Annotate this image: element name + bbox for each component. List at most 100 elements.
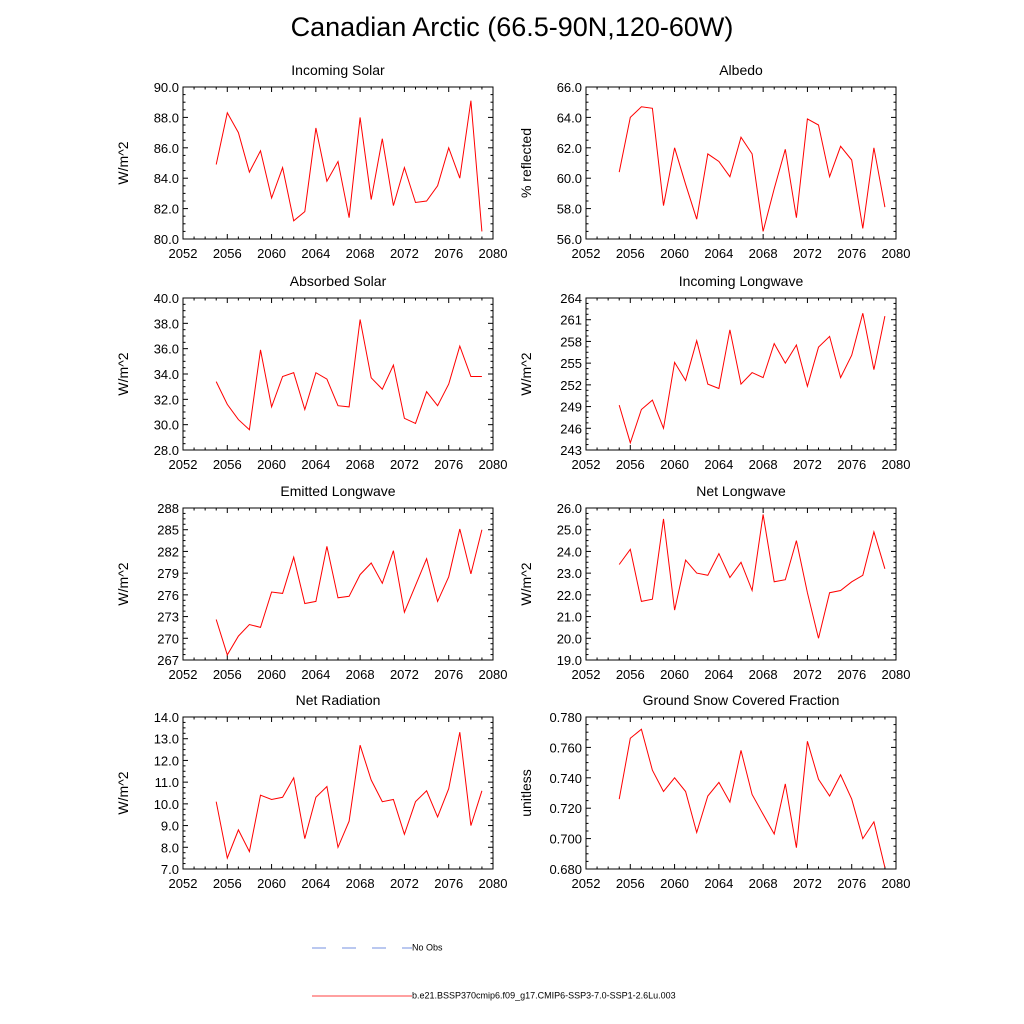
ground-snow-covered-fraction-xtick-label: 2076: [837, 876, 866, 891]
net-radiation-xtick-label: 2080: [479, 876, 508, 891]
absorbed-solar-ytick-label: 32.0: [154, 392, 179, 407]
absorbed-solar-xtick-label: 2068: [346, 457, 375, 472]
albedo-xtick-label: 2080: [882, 246, 911, 261]
incoming-solar-xtick-label: 2068: [346, 246, 375, 261]
net-longwave-series-line: [618, 514, 886, 639]
ground-snow-covered-fraction-ytick-label: 0.680: [549, 862, 582, 877]
emitted-longwave-xtick-label: 2068: [346, 667, 375, 682]
albedo-xtick-label: 2072: [793, 246, 822, 261]
incoming-solar-ylabel: W/m^2: [115, 141, 131, 184]
net-radiation-xtick-label: 2064: [301, 876, 330, 891]
net-radiation-xtick-label: 2060: [257, 876, 286, 891]
absorbed-solar-ytick-label: 34.0: [154, 367, 179, 382]
incoming-longwave-xtick-label: 2056: [616, 457, 645, 472]
incoming-solar-xtick-label: 2060: [257, 246, 286, 261]
albedo-ytick-label: 66.0: [557, 80, 582, 95]
albedo-ytick-label: 60.0: [557, 171, 582, 186]
albedo-plot-frame: [585, 86, 897, 240]
net-longwave-ylabel: W/m^2: [518, 562, 534, 605]
albedo-xtick-label: 2052: [572, 246, 601, 261]
albedo-ytick-label: 58.0: [557, 202, 582, 217]
incoming-longwave-xtick-label: 2052: [572, 457, 601, 472]
net-longwave-xtick-label: 2052: [572, 667, 601, 682]
absorbed-solar-xtick-label: 2064: [301, 457, 330, 472]
albedo-title: Albedo: [719, 62, 763, 78]
incoming-longwave-xtick-label: 2060: [660, 457, 689, 472]
incoming-solar-ytick-label: 86.0: [154, 141, 179, 156]
net-longwave-ytick-label: 20.0: [557, 631, 582, 646]
incoming-solar-xtick-label: 2080: [479, 246, 508, 261]
net-longwave-xtick-label: 2064: [704, 667, 733, 682]
emitted-longwave-xtick-label: 2056: [213, 667, 242, 682]
emitted-longwave-plot-frame: [182, 507, 494, 661]
incoming-longwave-plot-frame: [585, 297, 897, 451]
net-longwave-ytick-label: 19.0: [557, 653, 582, 668]
ground-snow-covered-fraction-ytick-label: 0.760: [549, 740, 582, 755]
net-radiation-title: Net Radiation: [296, 692, 381, 708]
incoming-longwave-ytick-label: 255: [560, 356, 582, 371]
absorbed-solar-plot-frame: [182, 297, 494, 451]
absorbed-solar-xtick-label: 2052: [169, 457, 198, 472]
absorbed-solar-xtick-label: 2056: [213, 457, 242, 472]
absorbed-solar-xtick-label: 2072: [390, 457, 419, 472]
incoming-solar-ytick-label: 82.0: [154, 202, 179, 217]
absorbed-solar-xtick-label: 2076: [434, 457, 463, 472]
emitted-longwave-xtick-label: 2072: [390, 667, 419, 682]
emitted-longwave-xtick-label: 2052: [169, 667, 198, 682]
emitted-longwave-ytick-label: 288: [157, 501, 179, 516]
emitted-longwave-xtick-label: 2080: [479, 667, 508, 682]
net-radiation-ytick-label: 12.0: [154, 753, 179, 768]
incoming-longwave-ytick-label: 243: [560, 443, 582, 458]
albedo-ytick-label: 56.0: [557, 232, 582, 247]
incoming-longwave-ytick-label: 252: [560, 378, 582, 393]
net-radiation-xtick-label: 2056: [213, 876, 242, 891]
incoming-solar-ytick-label: 88.0: [154, 110, 179, 125]
net-longwave-ytick-label: 23.0: [557, 566, 582, 581]
albedo-xtick-label: 2056: [616, 246, 645, 261]
net-longwave-ytick-label: 21.0: [557, 610, 582, 625]
absorbed-solar-xtick-label: 2060: [257, 457, 286, 472]
net-radiation-ytick-label: 11.0: [155, 775, 179, 790]
ground-snow-covered-fraction-ytick-label: 0.740: [549, 771, 582, 786]
net-longwave-xtick-label: 2076: [837, 667, 866, 682]
ground-snow-covered-fraction-title: Ground Snow Covered Fraction: [643, 692, 840, 708]
net-longwave-ytick-label: 25.0: [557, 523, 582, 538]
ground-snow-covered-fraction-xtick-label: 2056: [616, 876, 645, 891]
net-radiation-xtick-label: 2068: [346, 876, 375, 891]
legend-obs-swatch: [312, 947, 412, 949]
incoming-longwave-ytick-label: 261: [560, 313, 582, 328]
net-radiation-ylabel: W/m^2: [115, 771, 131, 814]
emitted-longwave-series-line: [215, 528, 483, 657]
incoming-longwave-series-line: [618, 313, 886, 445]
albedo-ytick-label: 64.0: [557, 110, 582, 125]
ground-snow-covered-fraction-xtick-label: 2052: [572, 876, 601, 891]
incoming-longwave-ytick-label: 246: [560, 421, 582, 436]
absorbed-solar-ytick-label: 30.0: [154, 418, 179, 433]
emitted-longwave-xtick-label: 2076: [434, 667, 463, 682]
emitted-longwave-ytick-label: 282: [157, 544, 179, 559]
absorbed-solar-series-line: [215, 319, 482, 431]
incoming-solar-series-line: [215, 100, 483, 232]
ground-snow-covered-fraction-plot-frame: [585, 716, 897, 870]
incoming-solar-title: Incoming Solar: [291, 62, 385, 78]
legend-model-label: b.e21.BSSP370cmip6.f09_g17.CMIP6-SSP3-7.…: [412, 990, 676, 1001]
net-radiation-series-line: [215, 732, 483, 860]
net-longwave-ytick-label: 24.0: [557, 544, 582, 559]
ground-snow-covered-fraction-xtick-label: 2072: [793, 876, 822, 891]
net-longwave-ytick-label: 22.0: [557, 588, 582, 603]
legend-model-swatch: [312, 995, 412, 997]
absorbed-solar-ytick-label: 36.0: [154, 342, 179, 357]
ground-snow-covered-fraction-ytick-label: 0.720: [549, 801, 582, 816]
incoming-solar-ytick-label: 90.0: [154, 80, 179, 95]
net-radiation-xtick-label: 2072: [390, 876, 419, 891]
ground-snow-covered-fraction-ytick-label: 0.780: [549, 710, 582, 725]
albedo-xtick-label: 2060: [660, 246, 689, 261]
net-longwave-xtick-label: 2080: [882, 667, 911, 682]
incoming-solar-xtick-label: 2064: [301, 246, 330, 261]
emitted-longwave-ytick-label: 267: [157, 653, 179, 668]
net-longwave-xtick-label: 2068: [749, 667, 778, 682]
albedo-xtick-label: 2076: [837, 246, 866, 261]
albedo-series-line: [618, 106, 886, 232]
net-longwave-title: Net Longwave: [696, 483, 786, 499]
